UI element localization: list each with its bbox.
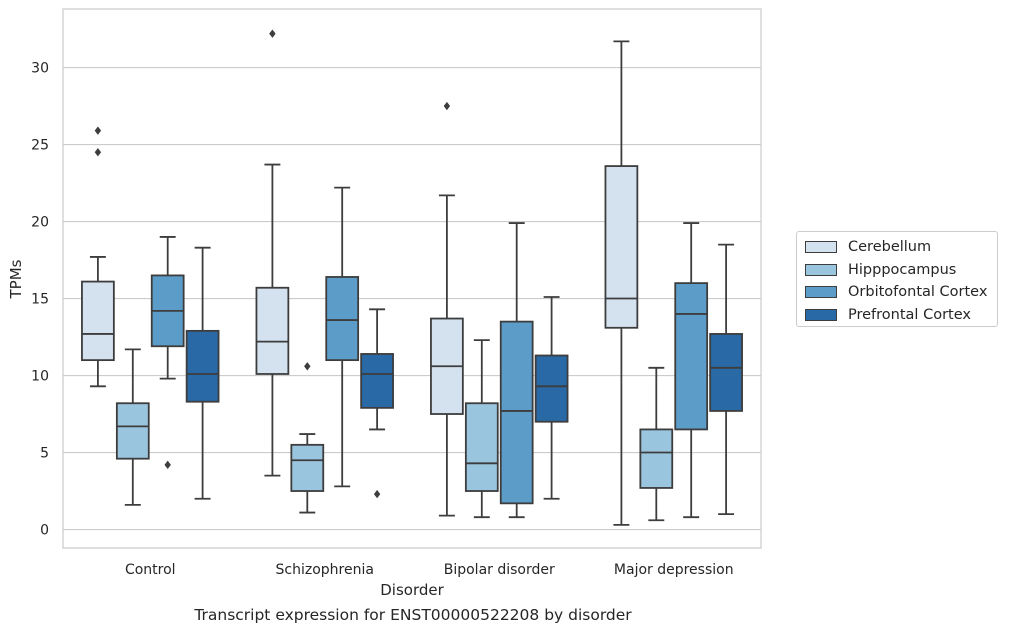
box-1-3 (639, 366, 674, 522)
box-iqr (709, 333, 743, 412)
legend-item-hippocampus: Hipppocampus (805, 259, 997, 282)
legend-item-cerebellum: Cerebellum (805, 236, 997, 259)
legend-swatch-prefrontal-cortex (805, 308, 837, 321)
outlier-point (304, 362, 311, 371)
y-tick-label-15: 15 (31, 292, 49, 308)
box-2-0 (150, 236, 185, 470)
box-iqr (360, 353, 394, 409)
x-tick-label-0: Control (125, 562, 176, 578)
legend-swatch-cerebellum (805, 241, 837, 254)
box-iqr (534, 354, 569, 423)
legend-swatch-hippocampus (805, 263, 837, 276)
legend-label-hippocampus: Hipppocampus (848, 261, 957, 278)
outlier-point (443, 101, 451, 111)
box-iqr (115, 402, 150, 460)
outlier-point (94, 126, 102, 135)
y-tick-labels: 0 5 10 15 20 25 30 (31, 61, 49, 539)
y-tick-label-20: 20 (31, 215, 49, 231)
y-tick-label-0: 0 (40, 523, 49, 539)
box-0-3 (604, 40, 639, 526)
chart-caption: Transcript expression for ENST0000052220… (194, 606, 632, 624)
box-iqr (255, 286, 290, 375)
box-iqr (325, 276, 360, 362)
box-iqr (185, 329, 220, 403)
box-2-2 (499, 222, 534, 519)
box-iqr (464, 402, 499, 492)
outlier-point (94, 148, 102, 157)
legend-item-prefrontal-cortex: Prefrontal Cortex (805, 304, 997, 327)
box-iqr (499, 320, 534, 505)
box-3-3 (709, 243, 743, 516)
outlier-point (373, 489, 381, 499)
box-iqr (604, 165, 639, 329)
box-iqr (639, 428, 674, 489)
box-2-3 (674, 222, 709, 519)
box-1-0 (115, 348, 150, 506)
x-tick-labels: Control Schizophrenia Bipolar disorder Majo… (125, 562, 734, 578)
legend-label-orbitofrontal-cortex: Orbitofontal Cortex (848, 284, 988, 301)
y-tick-label-25: 25 (31, 138, 49, 154)
box-1-2 (464, 339, 499, 519)
box-3-0 (185, 246, 220, 500)
outlier-point (269, 29, 276, 38)
legend-label-cerebellum: Cerebellum (848, 239, 932, 256)
plot-frame (62, 8, 762, 549)
box-iqr (81, 280, 115, 362)
legend-item-orbitofrontal-cortex: Orbitofontal Cortex (805, 281, 997, 304)
legend-swatch-orbitofrontal-cortex (805, 286, 837, 299)
box-iqr (290, 443, 325, 492)
x-axis-label: Disorder (380, 581, 444, 599)
x-tick-label-1: Schizophrenia (276, 562, 374, 578)
box-0-1 (255, 29, 290, 477)
box-2-1 (325, 186, 360, 488)
y-tick-label-30: 30 (31, 61, 49, 77)
outlier-point (164, 460, 171, 470)
box-0-2 (430, 101, 464, 517)
box-3-1 (360, 308, 394, 499)
box-1-1 (290, 362, 325, 514)
y-axis-label: TPMs (7, 259, 25, 299)
boxes (81, 29, 743, 526)
y-tick-label-5: 5 (40, 446, 49, 462)
box-3-2 (534, 296, 569, 500)
box-iqr (674, 282, 709, 431)
legend: Cerebellum Hipppocampus Orbitofontal Cor… (796, 231, 998, 327)
y-tick-label-10: 10 (31, 369, 49, 385)
legend-label-prefrontal-cortex: Prefrontal Cortex (848, 306, 971, 323)
box-0-0 (81, 126, 115, 388)
x-tick-label-2: Bipolar disorder (444, 562, 555, 578)
x-tick-label-3: Major depression (614, 562, 734, 578)
